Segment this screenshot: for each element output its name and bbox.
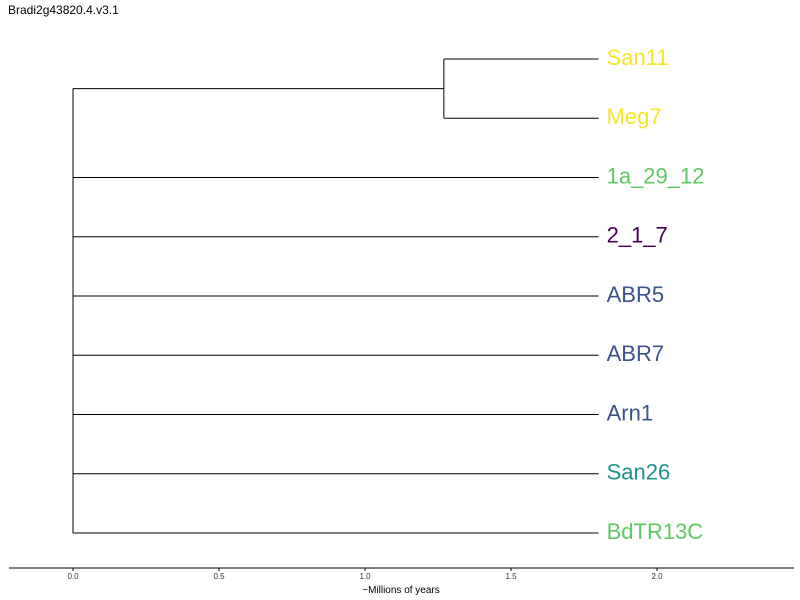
leaf-label: ABR5 [607,282,664,307]
x-axis: 0.0 0.5 1.0 1.5 2.0 ~Millions of years [9,567,794,596]
axis-tick-label: 0.0 [67,572,79,581]
leaf-labels: San11 Meg7 1a_29_12 2_1_7 ABR5 ABR7 Arn1 San26 B… [607,45,705,544]
leaf-label: 1a_29_12 [607,163,705,188]
page-title: Bradi2g43820.4.v3.1 [8,3,119,17]
axis-tick-label: 2.0 [651,572,663,581]
axis-ticks: 0.0 0.5 1.0 1.5 2.0 [67,568,663,581]
axis-tick-label: 1.5 [505,572,517,581]
axis-title: ~Millions of years [362,585,440,596]
axis-tick-label: 0.5 [213,572,225,581]
tree-branches [72,58,599,534]
axis-tick-label: 1.0 [359,572,371,581]
leaf-label: Meg7 [607,104,662,129]
leaf-label: ABR7 [607,341,664,366]
leaf-label: Arn1 [607,400,653,425]
leaf-label: San11 [607,45,669,70]
leaf-label: 2_1_7 [607,223,668,248]
leaf-label: San26 [607,460,671,485]
leaf-label: BdTR13C [607,519,704,544]
